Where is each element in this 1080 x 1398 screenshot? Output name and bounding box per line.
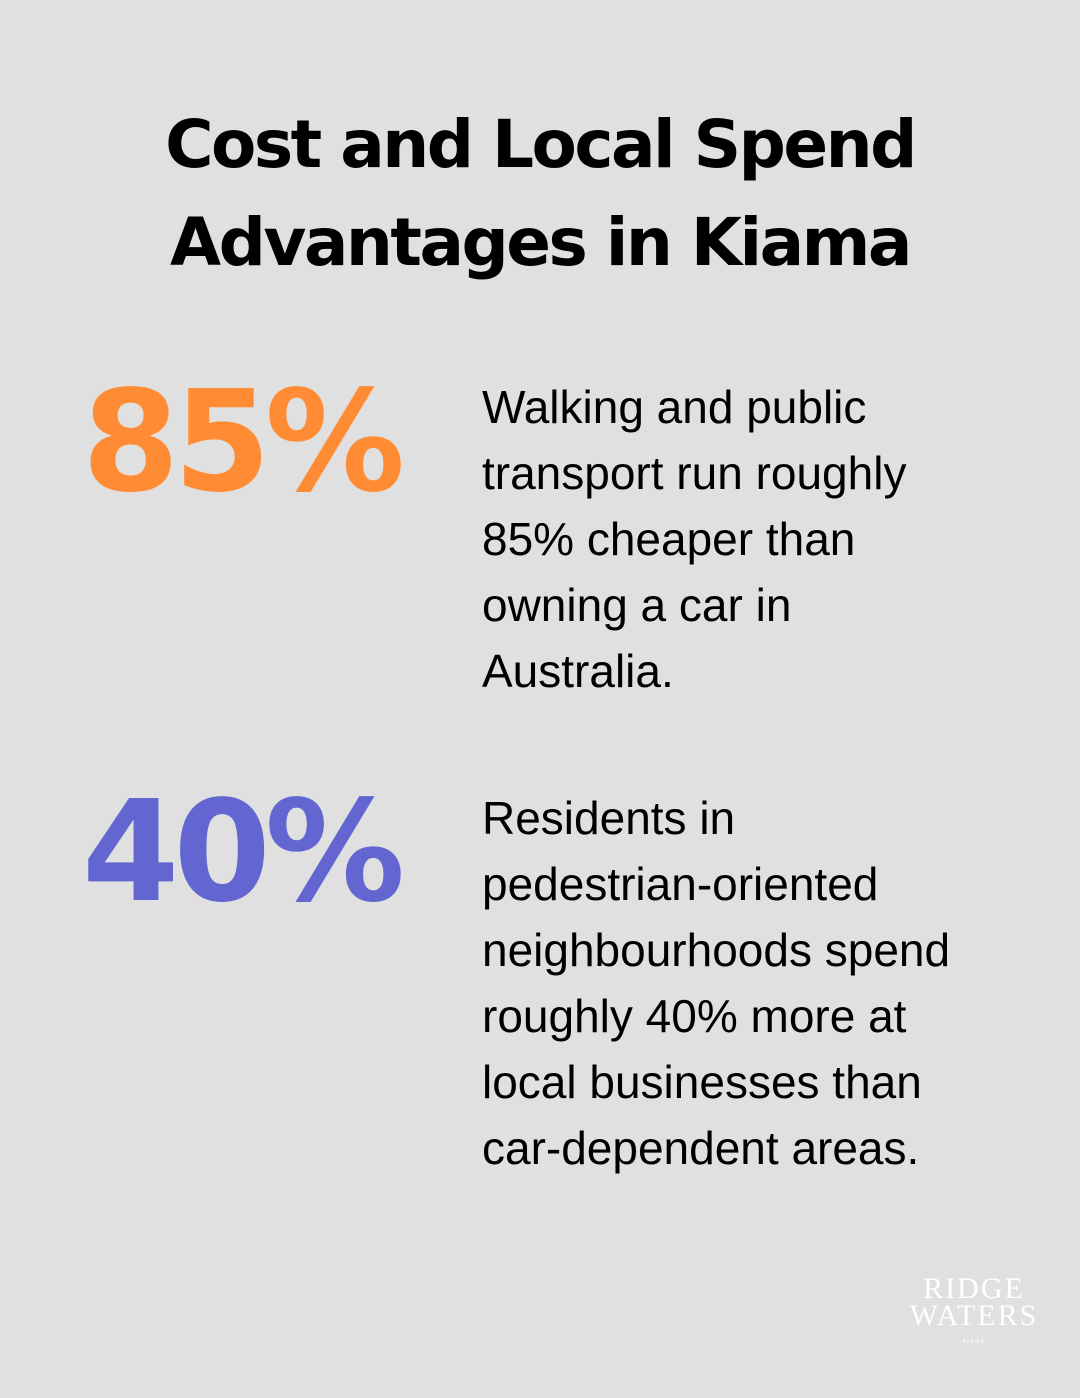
ridge-waters-logo: RIDGE WATERS KIAMA [904,1272,1044,1346]
stat-85-value: 85% [82,361,405,524]
title-line-2: Advantages in Kiama [170,204,912,281]
stat-40-desc-line: roughly 40% more at [482,990,907,1042]
title-line-1: Cost and Local Spend [165,106,917,183]
stat-40-desc-line: car-dependent areas. [482,1122,920,1174]
page-title: Cost and Local Spend Advantages in Kiama [0,96,1080,292]
stat-85-desc-line: transport run roughly [482,447,907,499]
logo-line-waters: WATERS [909,1299,1039,1332]
stat-85-desc-line: 85% cheaper than [482,513,856,565]
logo-line-ridge: RIDGE [923,1272,1025,1305]
stat-85-desc-line: owning a car in [482,579,792,631]
logo-line-kiama: KIAMA [962,1339,986,1345]
stat-85-description: Walking and public transport run roughly… [482,374,1042,704]
stat-40-value: 40% [82,771,405,934]
stat-85-desc-line: Australia. [482,645,674,697]
stat-40-description: Residents in pedestrian-oriented neighbo… [482,785,1042,1181]
stat-40-desc-line: neighbourhoods spend [482,924,951,976]
stat-40-desc-line: Residents in [482,792,736,844]
stat-40-desc-line: pedestrian-oriented [482,858,879,910]
stat-40-desc-line: local businesses than [482,1056,922,1108]
stat-85-desc-line: Walking and public [482,381,867,433]
